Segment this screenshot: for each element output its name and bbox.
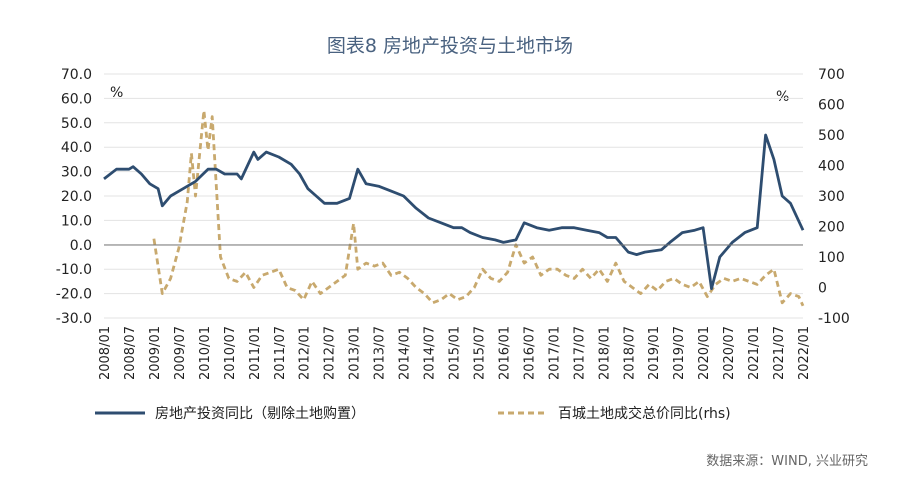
- x-tick-label: 2016/01: [497, 326, 512, 380]
- x-tick-label: 2008/01: [98, 326, 113, 380]
- right-tick-label: 200: [818, 220, 845, 236]
- x-tick-label: 2013/07: [373, 326, 388, 380]
- x-tick-label: 2017/01: [547, 326, 562, 380]
- right-tick-label: 700: [818, 67, 845, 83]
- right-tick-label: -100: [818, 311, 850, 327]
- x-tick-label: 2021/01: [747, 326, 762, 380]
- right-axis-ticks: 700 600 500 400 300 200 100 0 -100: [818, 67, 850, 327]
- x-tick-label: 2009/01: [148, 326, 163, 380]
- right-tick-label: 100: [818, 250, 845, 266]
- legend-label-investment: 房地产投资同比（剔除土地购置）: [155, 406, 365, 422]
- right-tick-label: 0: [818, 281, 827, 297]
- x-tick-label: 2008/07: [123, 326, 138, 380]
- x-axis-ticks: 2008/01 2008/07 2009/01 2009/07 2010/01 2010/…: [98, 326, 812, 380]
- left-axis-unit: %: [110, 85, 123, 101]
- left-tick-label: 60.0: [61, 91, 92, 107]
- series-line-1: [152, 109, 805, 307]
- left-tick-label: 0.0: [70, 238, 92, 254]
- left-tick-label: 40.0: [61, 140, 92, 156]
- left-tick-label: 50.0: [61, 116, 92, 132]
- x-tick-label: 2011/01: [248, 326, 263, 380]
- left-tick-label: 20.0: [61, 189, 92, 205]
- x-tick-label: 2016/07: [522, 326, 537, 380]
- source-note: 数据来源：WIND, 兴业研究: [706, 454, 868, 469]
- x-tick-label: 2011/07: [273, 326, 288, 380]
- x-tick-label: 2018/07: [622, 326, 637, 380]
- x-tick-label: 2009/07: [173, 326, 188, 380]
- left-tick-label: -10.0: [56, 262, 92, 278]
- x-tick-label: 2022/01: [797, 326, 812, 380]
- right-tick-label: 600: [818, 98, 845, 114]
- gridlines: [104, 73, 803, 319]
- x-tick-label: 2010/07: [223, 326, 238, 380]
- left-tick-label: 70.0: [61, 67, 92, 83]
- x-tick-label: 2015/01: [448, 326, 463, 380]
- series-line-0: [103, 133, 805, 291]
- x-tick-label: 2020/01: [697, 326, 712, 380]
- x-tick-label: 2014/07: [423, 326, 438, 380]
- right-tick-label: 300: [818, 189, 845, 205]
- x-tick-label: 2012/07: [323, 326, 338, 380]
- left-tick-label: -20.0: [56, 287, 92, 303]
- chart-title: 图表8 房地产投资与土地市场: [327, 35, 573, 57]
- right-tick-label: 400: [818, 159, 845, 175]
- x-tick-label: 2010/01: [198, 326, 213, 380]
- x-tick-label: 2020/07: [722, 326, 737, 380]
- x-tick-label: 2014/01: [398, 326, 413, 380]
- x-tick-label: 2012/01: [298, 326, 313, 380]
- x-tick-label: 2019/07: [672, 326, 687, 380]
- left-tick-label: 10.0: [61, 213, 92, 229]
- x-tick-label: 2021/07: [772, 326, 787, 380]
- x-tick-label: 2013/01: [348, 326, 363, 380]
- x-tick-label: 2018/01: [597, 326, 612, 380]
- left-tick-label: -30.0: [56, 311, 92, 327]
- x-tick-label: 2017/07: [572, 326, 587, 380]
- right-axis-unit: %: [776, 89, 789, 105]
- legend-label-land: 百城土地成交总价同比(rhs): [558, 405, 731, 422]
- left-axis-ticks: 70.0 60.0 50.0 40.0 30.0 20.0 10.0 0.0 -10.0 -20.…: [56, 67, 92, 327]
- left-tick-label: 30.0: [61, 165, 92, 181]
- x-tick-label: 2019/01: [647, 326, 662, 380]
- right-tick-label: 500: [818, 128, 845, 144]
- legend: 房地产投资同比（剔除土地购置） 百城土地成交总价同比(rhs): [95, 405, 731, 422]
- x-tick-label: 2015/07: [472, 326, 487, 380]
- series-layer: [103, 109, 805, 307]
